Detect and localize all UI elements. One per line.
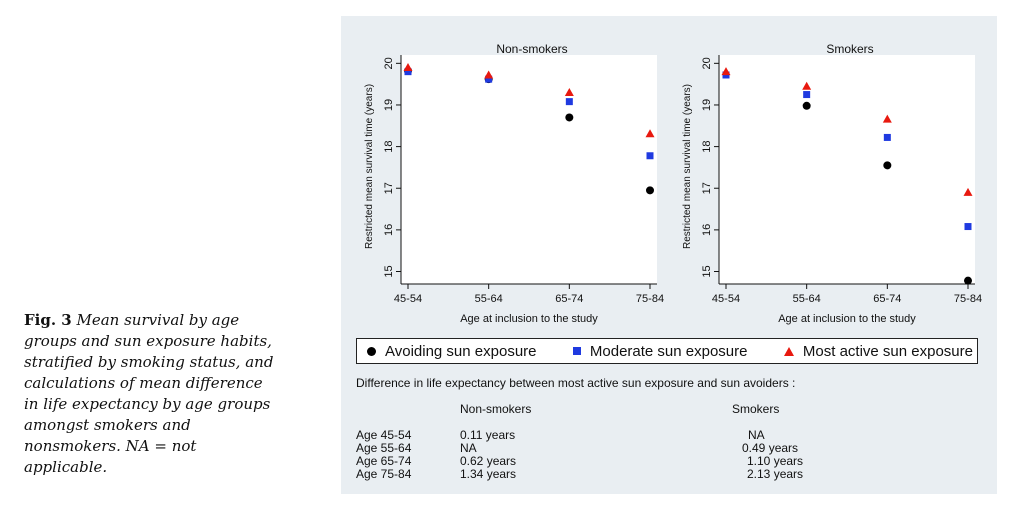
legend-item-moderate: Moderate sun exposure xyxy=(572,342,748,360)
difference-age: Age 75-84 xyxy=(356,467,412,481)
data-point-avoiding xyxy=(565,113,574,122)
y-tick-label: 16 xyxy=(383,224,395,236)
y-tick-label: 18 xyxy=(383,140,395,152)
plot-area-nonsmokers xyxy=(401,55,657,284)
y-tick-label: 18 xyxy=(701,140,713,152)
data-point-avoiding xyxy=(883,161,892,170)
difference-smokers-value: 2.13 years xyxy=(747,467,804,481)
x-tick-label: 45-54 xyxy=(712,293,740,305)
data-point-avoiding xyxy=(964,276,972,285)
y-tick-label: 20 xyxy=(383,57,395,69)
x-tick-label: 55-64 xyxy=(793,293,821,305)
difference-title: Difference in life expectancy between mo… xyxy=(356,376,796,390)
y-tick-label: 16 xyxy=(701,224,713,236)
data-point-active xyxy=(802,81,812,90)
difference-age: Age 65-74 xyxy=(356,454,412,468)
x-axis-label: Age at inclusion to the study xyxy=(460,313,598,325)
legend-label-active: Most active sun exposure xyxy=(802,342,973,360)
difference-nonsmokers-value: 0.62 years xyxy=(460,454,517,468)
legend-item-active: Most active sun exposure xyxy=(783,342,973,360)
x-tick-label: 55-64 xyxy=(475,293,503,305)
y-axis-label: Restricted mean survival time (years) xyxy=(364,84,375,249)
difference-smokers-value: NA xyxy=(748,428,765,442)
x-tick-label: 65-74 xyxy=(555,293,583,305)
data-point-moderate xyxy=(565,98,573,106)
difference-age: Age 45-54 xyxy=(356,428,412,442)
x-tick-label: 75-84 xyxy=(954,293,982,305)
difference-header-nonsmokers: Non-smokers xyxy=(460,402,532,416)
difference-smokers-value: 1.10 years xyxy=(747,454,804,468)
y-tick-label: 20 xyxy=(701,57,713,69)
data-point-active xyxy=(963,187,973,196)
data-point-moderate xyxy=(803,91,811,99)
data-point-moderate xyxy=(646,152,654,160)
difference-smokers-value: 0.49 years xyxy=(742,441,799,455)
data-point-active xyxy=(403,62,413,71)
difference-age: Age 55-64 xyxy=(356,441,412,455)
difference-nonsmokers-value: 1.34 years xyxy=(460,467,517,481)
y-tick-label: 15 xyxy=(701,265,713,277)
panel-title-nonsmokers: Non-smokers xyxy=(496,42,567,56)
x-tick-label: 75-84 xyxy=(636,293,664,305)
data-point-avoiding xyxy=(802,101,811,110)
chart-svg: Non-smokers 15 16 17 18 19 20 Restricted mean s… xyxy=(364,42,982,325)
legend-marker-square xyxy=(572,347,581,355)
data-point-moderate xyxy=(883,133,891,141)
data-point-avoiding xyxy=(646,186,654,195)
data-point-active xyxy=(721,67,731,76)
x-axis-label: Age at inclusion to the study xyxy=(778,313,916,325)
difference-nonsmokers-value: NA xyxy=(460,441,477,455)
data-point-moderate xyxy=(964,223,972,231)
y-axis-label: Restricted mean survival time (years) xyxy=(682,84,693,249)
plot-area-smokers xyxy=(719,55,975,284)
legend-label-moderate: Moderate sun exposure xyxy=(589,342,748,360)
y-tick-label: 17 xyxy=(383,182,395,194)
figure-caption: Fig. 3 Mean survival by age groups and s… xyxy=(24,310,274,478)
legend-marker-circle xyxy=(367,346,376,356)
data-point-moderate xyxy=(404,68,412,76)
difference-nonsmokers-value: 0.11 years xyxy=(460,428,516,442)
data-point-moderate xyxy=(485,75,493,83)
legend-item-avoiding: Avoiding sun exposure xyxy=(367,343,537,360)
legend-marker-triangle xyxy=(783,346,794,356)
figure-panel: Non-smokers 15 16 17 18 19 20 Restricted mean s… xyxy=(341,16,997,494)
data-point-active xyxy=(484,70,494,79)
y-tick-label: 19 xyxy=(701,99,713,111)
data-point-active xyxy=(564,87,574,96)
caption-text: Mean survival by age groups and sun expo… xyxy=(24,311,274,476)
x-tick-label: 65-74 xyxy=(873,293,901,305)
caption-label: Fig. 3 xyxy=(24,311,72,329)
data-point-active xyxy=(882,114,892,123)
legend-label-avoiding: Avoiding sun exposure xyxy=(385,342,537,360)
difference-header-smokers: Smokers xyxy=(732,402,780,416)
y-tick-label: 15 xyxy=(383,265,395,277)
x-tick-label: 45-54 xyxy=(394,293,422,305)
chart-legend: Avoiding sun exposure Moderate sun expos… xyxy=(356,338,978,364)
y-tick-label: 17 xyxy=(701,182,713,194)
y-tick-label: 19 xyxy=(383,99,395,111)
data-point-active xyxy=(645,129,655,138)
panel-title-smokers: Smokers xyxy=(826,42,873,56)
